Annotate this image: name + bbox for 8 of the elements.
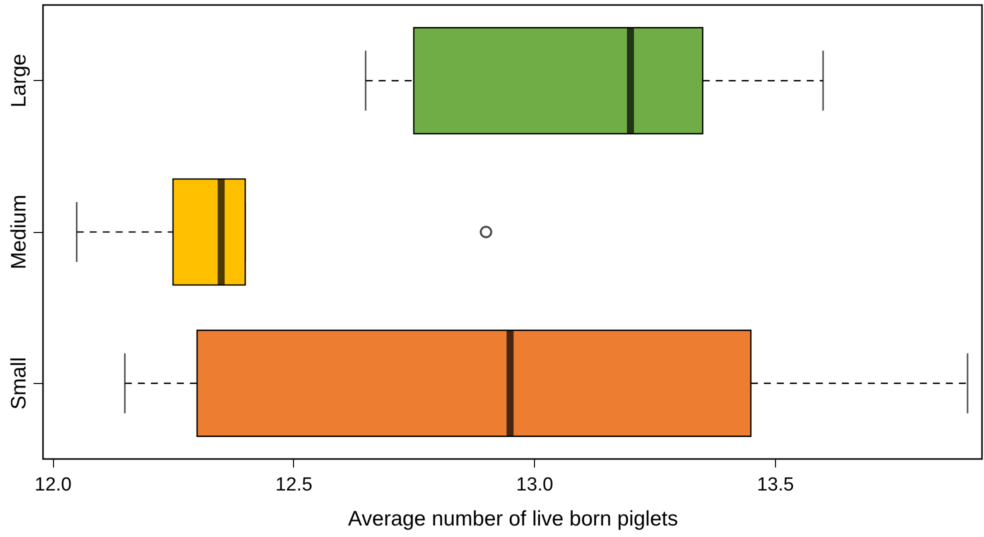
y-tick-label: Small <box>8 357 30 410</box>
x-tick-label: 12.5 <box>275 474 312 496</box>
x-tick-label: 13.0 <box>516 474 554 496</box>
x-tick-label: 13.5 <box>756 474 794 496</box>
x-tick-label: 12.0 <box>34 474 72 496</box>
y-tick-label: Medium <box>8 194 30 270</box>
y-tick-label: Large <box>8 54 30 108</box>
x-axis-title: Average number of live born piglets <box>348 508 678 530</box>
